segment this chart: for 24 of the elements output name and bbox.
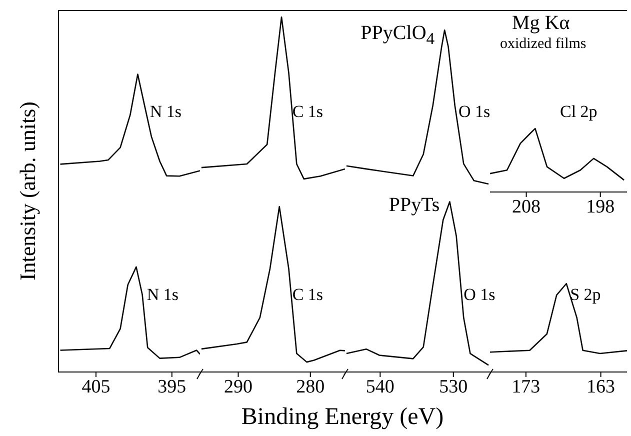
text: Mg Kα xyxy=(512,12,570,35)
text: Cl 2p xyxy=(560,102,598,122)
x-tick-label: 198 xyxy=(586,196,615,218)
x-axis-title: Binding Energy (eV) xyxy=(240,404,445,431)
x-tick-label: 290 xyxy=(224,376,252,398)
x-tick-label: 395 xyxy=(158,376,186,398)
series-label: PPyClO$_{4}$ xyxy=(360,22,435,50)
annotation: S 2p xyxy=(570,285,601,306)
x-tick-label: 530 xyxy=(439,376,468,398)
annotation: N 1s xyxy=(150,102,182,122)
annotation: C 1s xyxy=(292,102,324,122)
annotation: O 1s xyxy=(464,285,496,306)
x-tick-label: 163 xyxy=(586,376,616,398)
text: oxidized films xyxy=(500,36,586,53)
annotation: O 1s xyxy=(458,102,490,122)
x-tick-label: 540 xyxy=(366,376,394,398)
annotation: N 1s xyxy=(146,285,178,306)
x-tick-label: 208 xyxy=(512,196,541,218)
x-tick-label: 173 xyxy=(512,376,540,398)
series-label: PPyTs xyxy=(388,194,440,217)
y-axis-title: Intensity (arb. units) xyxy=(15,101,41,281)
x-tick-label: 280 xyxy=(296,376,325,398)
annotation: C 1s xyxy=(292,285,324,306)
x-tick-label: 405 xyxy=(82,376,110,398)
